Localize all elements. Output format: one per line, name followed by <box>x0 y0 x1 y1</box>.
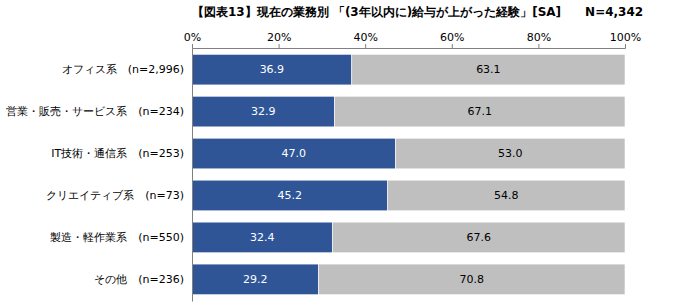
x-tick-mark <box>192 44 193 48</box>
x-tick-label: 100% <box>610 31 641 44</box>
x-tick: 20% <box>267 31 291 48</box>
y-tick-label: 製造・軽作業系 (n=550) <box>50 231 184 244</box>
y-tick-label: クリエイティブ系 (n=73) <box>46 189 184 202</box>
bar <box>192 54 352 85</box>
x-tick: 40% <box>353 31 377 48</box>
y-tick-label: オフィス系 (n=2,996) <box>62 63 184 76</box>
bar <box>352 54 625 85</box>
data-label: 29.2 <box>243 273 268 286</box>
x-tick-label: 20% <box>267 31 291 44</box>
data-labels: 36.9 32.9 47.0 45.2 32.4 29.2 63.1 67.1 53.0 54.8… <box>243 63 523 286</box>
chart-container: 【図表13】現在の業務別 「(3年以内に)給与が上がった経験」[SA] N=4,… <box>0 0 700 307</box>
bar <box>192 96 334 127</box>
data-label: 67.1 <box>467 105 492 118</box>
x-tick-mark <box>365 44 366 48</box>
x-tick-label: 40% <box>353 31 377 44</box>
data-label: 67.6 <box>466 231 491 244</box>
data-label: 32.9 <box>251 105 276 118</box>
y-tick: 営業・販売・サービス系 (n=234) <box>6 105 192 118</box>
data-label: 32.4 <box>250 231 275 244</box>
bar <box>192 138 396 169</box>
x-tick-mark <box>625 44 626 48</box>
bar <box>334 96 625 127</box>
x-tick: 100% <box>610 31 641 48</box>
y-tick-label: 営業・販売・サービス系 (n=234) <box>6 105 184 118</box>
x-tick-label: 60% <box>440 31 464 44</box>
x-tick-mark <box>538 44 539 48</box>
data-label: 36.9 <box>260 63 285 76</box>
bar <box>388 180 625 211</box>
x-axis: 0% 20% 40% 60% 80% 100% <box>184 31 641 49</box>
y-tick-label: IT技術・通信系 (n=253) <box>51 147 184 160</box>
x-tick: 80% <box>527 31 551 48</box>
x-axis-line <box>193 44 626 49</box>
bar <box>192 180 388 211</box>
plot: 36.9 32.9 47.0 45.2 32.4 29.2 63.1 67.1 53.0 54.8… <box>6 31 641 302</box>
bar <box>396 138 625 169</box>
y-axis: オフィス系 (n=2,996) 営業・販売・サービス系 (n=234) IT技術・通… <box>6 49 192 302</box>
bar <box>192 264 318 295</box>
y-tick-label: その他 (n=236) <box>94 273 184 286</box>
x-tick-label: 0% <box>184 31 201 44</box>
y-tick: オフィス系 (n=2,996) <box>62 63 192 76</box>
y-tick: その他 (n=236) <box>94 273 192 286</box>
bar <box>318 264 625 295</box>
x-tick-mark <box>279 44 280 48</box>
x-tick: 0% <box>184 31 201 48</box>
bar <box>332 222 625 253</box>
x-tick: 60% <box>440 31 464 48</box>
bar <box>192 222 332 253</box>
data-label: 47.0 <box>282 147 307 160</box>
y-tick: 製造・軽作業系 (n=550) <box>50 231 192 244</box>
data-label: 63.1 <box>476 63 501 76</box>
y-tick: IT技術・通信系 (n=253) <box>51 147 192 160</box>
y-tick: クリエイティブ系 (n=73) <box>46 189 192 202</box>
x-tick-label: 80% <box>527 31 551 44</box>
chart-svg: 【図表13】現在の業務別 「(3年以内に)給与が上がった経験」[SA] N=4,… <box>0 0 700 307</box>
data-label: 54.8 <box>494 189 519 202</box>
chart-title: 【図表13】現在の業務別 「(3年以内に)給与が上がった経験」[SA] N=4,… <box>192 5 643 19</box>
x-tick-mark <box>452 44 453 48</box>
bars <box>192 54 625 294</box>
data-label: 53.0 <box>498 147 523 160</box>
data-label: 45.2 <box>278 189 303 202</box>
data-label: 70.8 <box>459 273 484 286</box>
y-axis-line <box>192 49 193 302</box>
